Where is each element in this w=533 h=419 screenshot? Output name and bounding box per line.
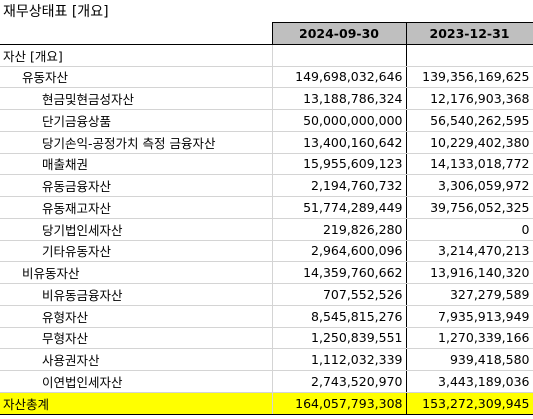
value-2024-09-30[interactable]: 1,250,839,551 — [271, 326, 407, 350]
table-row: 매출채권 15,955,609,123 14,133,018,772 — [0, 152, 533, 176]
value-2024-09-30[interactable]: 2,194,760,732 — [271, 174, 407, 197]
value-2023-12-31[interactable]: 10,229,402,380 — [405, 130, 533, 154]
table-row: 사용권자산 1,112,032,339 939,418,580 — [0, 348, 533, 371]
table-row: 비유동금융자산 707,552,526 327,279,589 — [0, 283, 533, 306]
table-row: 유동자산 149,698,032,646 139,356,169,625 — [0, 65, 533, 89]
value-2023-12-31[interactable]: 0 — [405, 217, 533, 241]
header-row: 2024-09-30 2023-12-31 — [0, 22, 533, 45]
table-row: 유형자산 8,545,815,276 7,935,913,949 — [0, 304, 533, 328]
row-label[interactable]: 무형자산 — [0, 326, 273, 350]
value-2023-12-31[interactable]: 12,176,903,368 — [405, 87, 533, 110]
table-row: 비유동자산 14,359,760,662 13,916,140,320 — [0, 261, 533, 284]
value-2023-12-31[interactable]: 3,443,189,036 — [405, 370, 533, 393]
column-header-2024-09-30[interactable]: 2024-09-30 — [271, 22, 407, 45]
table-row: 이연법인세자산 2,743,520,970 3,443,189,036 — [0, 370, 533, 393]
table-row: 단기금융상품 50,000,000,000 56,540,262,595 — [0, 109, 533, 132]
table-row: 기타유동자산 2,964,600,096 3,214,470,213 — [0, 239, 533, 263]
value-2023-12-31[interactable]: 14,133,018,772 — [405, 152, 533, 176]
row-label[interactable]: 이연법인세자산 — [0, 370, 273, 393]
row-label[interactable]: 매출채권 — [0, 152, 273, 176]
value-2024-09-30[interactable]: 50,000,000,000 — [271, 109, 407, 132]
value-2023-12-31[interactable]: 3,214,470,213 — [405, 239, 533, 263]
value-2023-12-31[interactable]: 56,540,262,595 — [405, 109, 533, 132]
value-2023-12-31[interactable]: 139,356,169,625 — [405, 65, 533, 89]
value-2024-09-30[interactable]: 13,400,160,642 — [271, 130, 407, 154]
table-row: 무형자산 1,250,839,551 1,270,339,166 — [0, 326, 533, 350]
value-2024-09-30[interactable]: 2,743,520,970 — [271, 370, 407, 393]
row-label[interactable]: 비유동자산 — [0, 261, 273, 284]
value-2023-12-31[interactable]: 939,418,580 — [405, 348, 533, 371]
total-row: 자산총계 164,057,793,308 153,272,309,945 — [0, 391, 533, 415]
value-2023-12-31[interactable]: 39,756,052,325 — [405, 196, 533, 219]
value-2023-12-31[interactable]: 13,916,140,320 — [405, 261, 533, 284]
value-2024-09-30[interactable]: 1,112,032,339 — [271, 348, 407, 371]
table-row: 당기법인세자산 219,826,280 0 — [0, 217, 533, 241]
row-label[interactable]: 현금및현금성자산 — [0, 87, 273, 110]
value-2023-12-31[interactable]: 327,279,589 — [405, 283, 533, 306]
value-2024-09-30[interactable]: 219,826,280 — [271, 217, 407, 241]
value-2024-09-30[interactable]: 8,545,815,276 — [271, 304, 407, 328]
value-2024-09-30[interactable]: 51,774,289,449 — [271, 196, 407, 219]
row-label[interactable]: 사용권자산 — [0, 348, 273, 371]
row-label[interactable]: 당기법인세자산 — [0, 217, 273, 241]
row-label[interactable]: 유동자산 — [0, 65, 273, 89]
total-value-2024-09-30[interactable]: 164,057,793,308 — [271, 391, 407, 415]
row-label[interactable]: 기타유동자산 — [0, 239, 273, 263]
value-2024-09-30[interactable]: 15,955,609,123 — [271, 152, 407, 176]
row-label[interactable]: 당기손익-공정가치 측정 금융자산 — [0, 130, 273, 154]
value-2023-12-31[interactable] — [405, 43, 533, 67]
table-row: 당기손익-공정가치 측정 금융자산 13,400,160,642 10,229,40… — [0, 130, 533, 154]
row-label[interactable]: 유동금융자산 — [0, 174, 273, 197]
value-2023-12-31[interactable]: 3,306,059,972 — [405, 174, 533, 197]
table-row: 유동금융자산 2,194,760,732 3,306,059,972 — [0, 174, 533, 197]
value-2024-09-30[interactable] — [271, 43, 407, 67]
value-2024-09-30[interactable]: 149,698,032,646 — [271, 65, 407, 89]
value-2024-09-30[interactable]: 2,964,600,096 — [271, 239, 407, 263]
column-header-2023-12-31[interactable]: 2023-12-31 — [405, 22, 533, 45]
total-value-2023-12-31[interactable]: 153,272,309,945 — [405, 391, 533, 415]
table-row: 유동재고자산 51,774,289,449 39,756,052,325 — [0, 196, 533, 219]
total-label[interactable]: 자산총계 — [0, 391, 273, 415]
row-label[interactable]: 유동재고자산 — [0, 196, 273, 219]
table-row: 현금및현금성자산 13,188,786,324 12,176,903,368 — [0, 87, 533, 110]
value-2024-09-30[interactable]: 707,552,526 — [271, 283, 407, 306]
sheet-title: 재무상태표 [개요] — [3, 4, 109, 20]
value-2024-09-30[interactable]: 13,188,786,324 — [271, 87, 407, 110]
row-label[interactable]: 비유동금융자산 — [0, 283, 273, 306]
table-row: 자산 [개요] — [0, 43, 533, 67]
row-label[interactable]: 단기금융상품 — [0, 109, 273, 132]
value-2023-12-31[interactable]: 7,935,913,949 — [405, 304, 533, 328]
row-label[interactable]: 자산 [개요] — [0, 43, 273, 67]
value-2024-09-30[interactable]: 14,359,760,662 — [271, 261, 407, 284]
header-blank-cell — [0, 22, 272, 45]
balance-sheet-table: 2024-09-30 2023-12-31 자산 [개요] 유동자산 149,698… — [0, 22, 533, 415]
value-2023-12-31[interactable]: 1,270,339,166 — [405, 326, 533, 350]
row-label[interactable]: 유형자산 — [0, 304, 273, 328]
